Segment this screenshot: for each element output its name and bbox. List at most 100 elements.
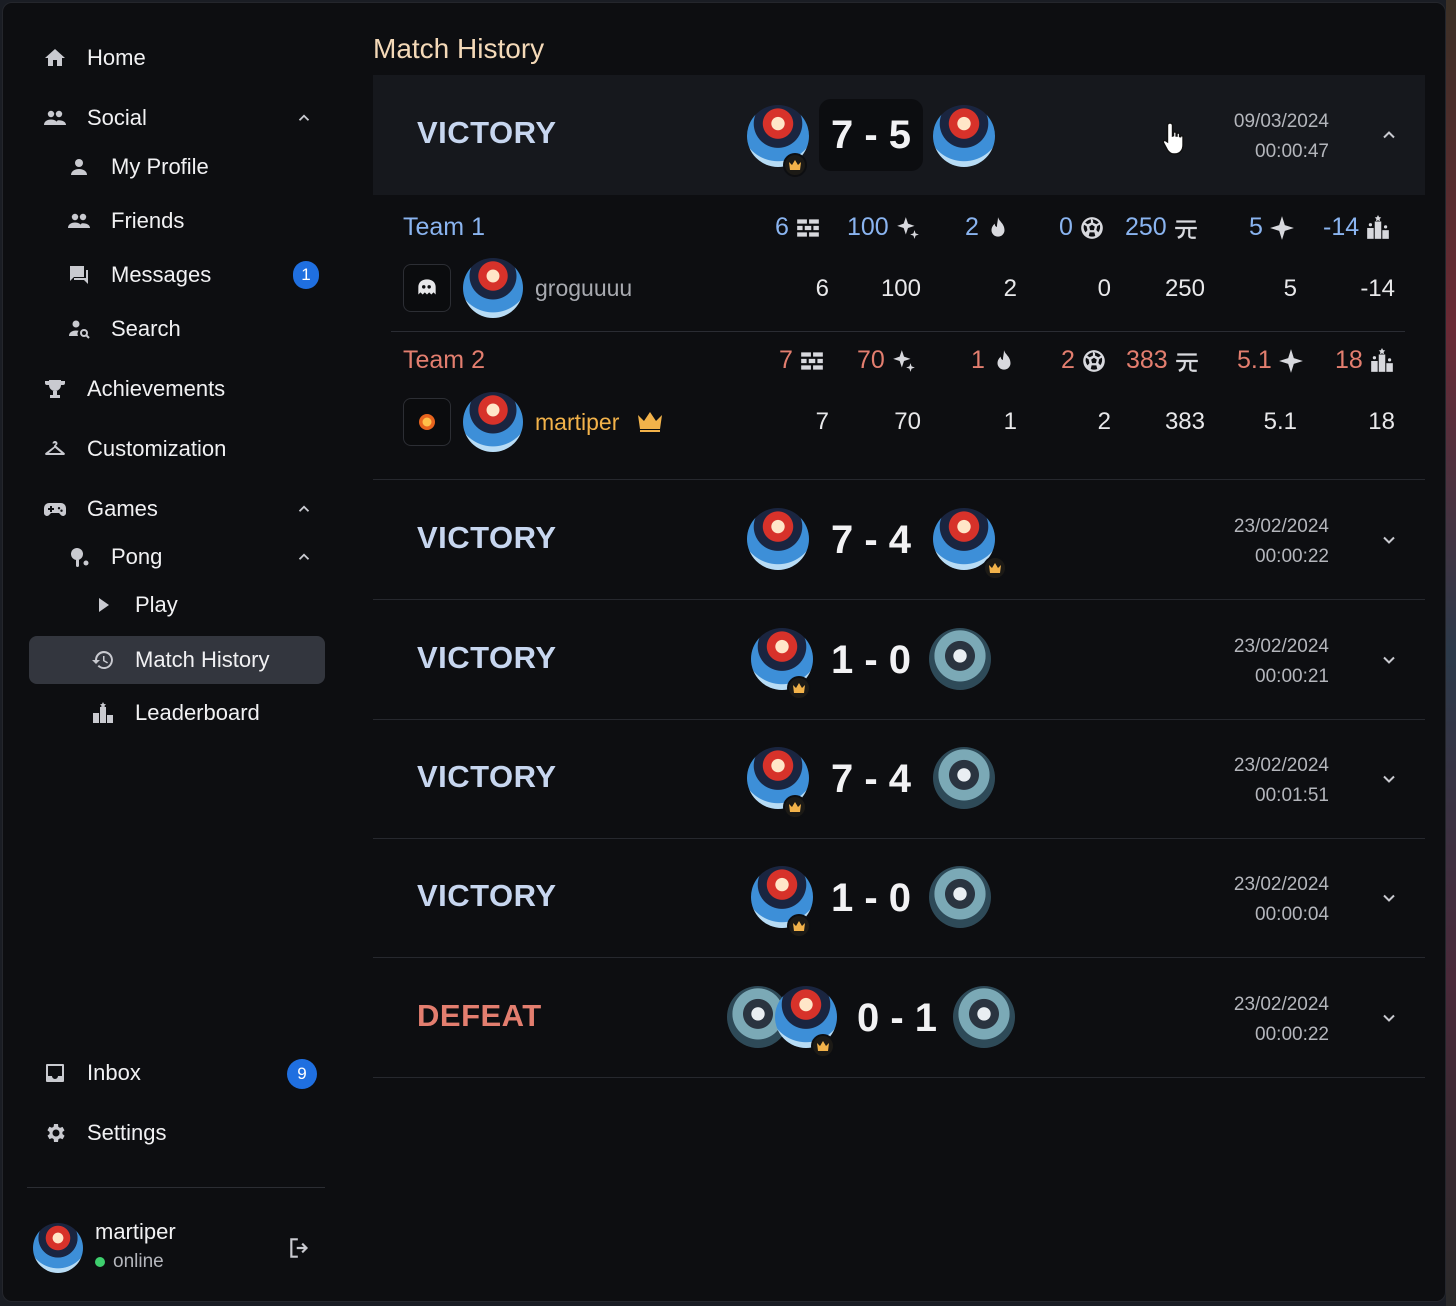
match-score: 0 - 1: [856, 995, 938, 1040]
stat-value: 5.1: [1237, 346, 1272, 374]
trophy-icon: [41, 375, 69, 403]
person-search-icon: [65, 315, 93, 343]
logout-icon[interactable]: [287, 1235, 313, 1261]
leaderboard-icon: [89, 699, 117, 727]
match-date-label: 23/02/2024: [1233, 516, 1329, 537]
sidebar-item-leaderboard[interactable]: Leaderboard: [89, 690, 331, 736]
sidebar-item-label: Social: [87, 105, 147, 130]
chevron-down-icon[interactable]: [1379, 888, 1399, 908]
messages-count-badge: 1: [293, 261, 319, 289]
player-stat: 0: [1097, 275, 1111, 302]
sidebar-item-label: Achievements: [87, 376, 226, 401]
stat-value: 250: [1125, 213, 1167, 241]
match-row[interactable]: VICTORY 7 - 4 23/02/2024 00:01:51: [373, 719, 1425, 839]
crown-icon: [637, 411, 663, 433]
main-content: Match History VICTORY 7 - 5 09/03/2024 0…: [371, 3, 1425, 1301]
chevron-up-icon[interactable]: [295, 546, 313, 564]
match-score: 7 - 4: [830, 517, 912, 562]
match-date-label: 23/02/2024: [1233, 636, 1329, 657]
match-date-label: 09/03/2024: [1233, 111, 1329, 132]
stat-value: 383: [1126, 346, 1168, 374]
sidebar-item-play[interactable]: Play: [89, 582, 331, 628]
wall-icon: [801, 351, 823, 370]
sidebar-item-achievements[interactable]: Achievements: [41, 366, 331, 412]
player-name[interactable]: groguuuu: [535, 275, 633, 301]
chevron-up-icon[interactable]: [295, 107, 313, 125]
match-row[interactable]: VICTORY 7 - 4 23/02/2024 00:00:22: [373, 480, 1425, 600]
sidebar-item-label: Friends: [111, 208, 185, 233]
team-2-stat-rank: 18: [1335, 346, 1395, 375]
player-stat: 5: [1283, 275, 1297, 302]
sidebar-item-games[interactable]: Games: [41, 486, 331, 532]
sidebar-item-messages[interactable]: Messages 1: [65, 252, 331, 298]
player-stat: 7: [815, 408, 829, 435]
person-icon: [65, 153, 93, 181]
sidebar-item-label: Pong: [111, 544, 163, 569]
sidebar-item-friends[interactable]: Friends: [65, 198, 331, 244]
sidebar-item-inbox[interactable]: Inbox 9: [41, 1050, 331, 1096]
match-score: 7 - 4: [830, 756, 912, 801]
match-date: 23/02/2024 00:00:22: [1234, 990, 1329, 1050]
stat-value: 100: [847, 213, 889, 241]
chevron-down-icon[interactable]: [1379, 530, 1399, 550]
match-date: 23/02/2024 00:01:51: [1234, 751, 1329, 811]
chevron-down-icon[interactable]: [1379, 769, 1399, 789]
crown-icon: [783, 153, 807, 177]
player-stat: 70: [894, 408, 921, 435]
match-duration: 00:01:51: [1255, 785, 1329, 806]
match-row[interactable]: VICTORY 1 - 0 23/02/2024 00:00:04: [373, 838, 1425, 958]
gamepad-icon: [41, 495, 69, 523]
match-row[interactable]: DEFEAT 0 - 1 23/02/2024 00:00:22: [373, 958, 1425, 1078]
stat-value: 6: [775, 213, 789, 241]
match-date: 23/02/2024 00:00:04: [1234, 870, 1329, 930]
sidebar-item-home[interactable]: Home: [41, 35, 331, 81]
match-score: 1 - 0: [830, 875, 912, 920]
player-stat: 6: [815, 275, 829, 302]
user-status: online: [95, 1251, 164, 1273]
match-row[interactable]: VICTORY 1 - 0 23/02/2024 00:00:21: [373, 600, 1425, 720]
team-2-stat-hits: 70: [857, 346, 917, 375]
sidebar-item-label: Inbox: [87, 1060, 141, 1085]
match-result: DEFEAT: [417, 998, 542, 1033]
crown-icon: [783, 795, 807, 819]
team-1-stat-rank: -14: [1323, 213, 1391, 242]
team-1-stat-streak: 2: [965, 213, 1011, 242]
avatar: [33, 1223, 83, 1273]
flame-icon: [997, 349, 1011, 370]
team-1-stat-stars: 5: [1249, 213, 1295, 242]
chevron-down-icon[interactable]: [1379, 650, 1399, 670]
match-date: 23/02/2024 00:00:22: [1234, 512, 1329, 572]
chevron-down-icon[interactable]: [1379, 1008, 1399, 1028]
gear-icon: [41, 1119, 69, 1147]
chat-icon: [65, 261, 93, 289]
team-1-stat-walls: 6: [775, 213, 821, 242]
match-score: 7 - 5: [819, 99, 923, 171]
player-stat: 1: [1003, 408, 1017, 435]
star-icon: [1269, 215, 1294, 240]
stat-value: 5: [1249, 213, 1263, 241]
player-stat: 100: [880, 275, 921, 302]
sidebar-item-pong[interactable]: Pong: [65, 534, 331, 580]
sidebar-item-match-history[interactable]: Match History: [29, 636, 325, 684]
chevron-up-icon[interactable]: [295, 498, 313, 516]
home-icon: [41, 44, 69, 72]
sidebar-item-settings[interactable]: Settings: [41, 1110, 331, 1156]
sidebar-item-label: Home: [87, 45, 146, 70]
user-card[interactable]: martiper online: [33, 1219, 323, 1279]
player-name[interactable]: martiper: [535, 409, 620, 435]
team-2-stat-streak: 1: [971, 346, 1017, 375]
sidebar-item-social[interactable]: Social: [41, 95, 331, 141]
opponent-avatar: [929, 866, 991, 928]
sidebar-item-my-profile[interactable]: My Profile: [65, 144, 331, 190]
team-2-label: Team 2: [403, 346, 485, 374]
group-icon: [41, 104, 69, 132]
yuan-icon: [1175, 352, 1198, 372]
player-stat: 2: [1003, 275, 1017, 302]
match-duration: 00:00:21: [1255, 666, 1329, 687]
match-date: 09/03/2024 00:00:47: [1234, 107, 1329, 167]
stat-value: 2: [965, 213, 979, 241]
sidebar-item-search[interactable]: Search: [65, 306, 331, 352]
chevron-up-icon[interactable]: [1379, 125, 1399, 145]
sidebar-item-customization[interactable]: Customization: [41, 426, 331, 472]
match-row[interactable]: VICTORY 7 - 5 09/03/2024 00:00:47: [373, 75, 1425, 195]
